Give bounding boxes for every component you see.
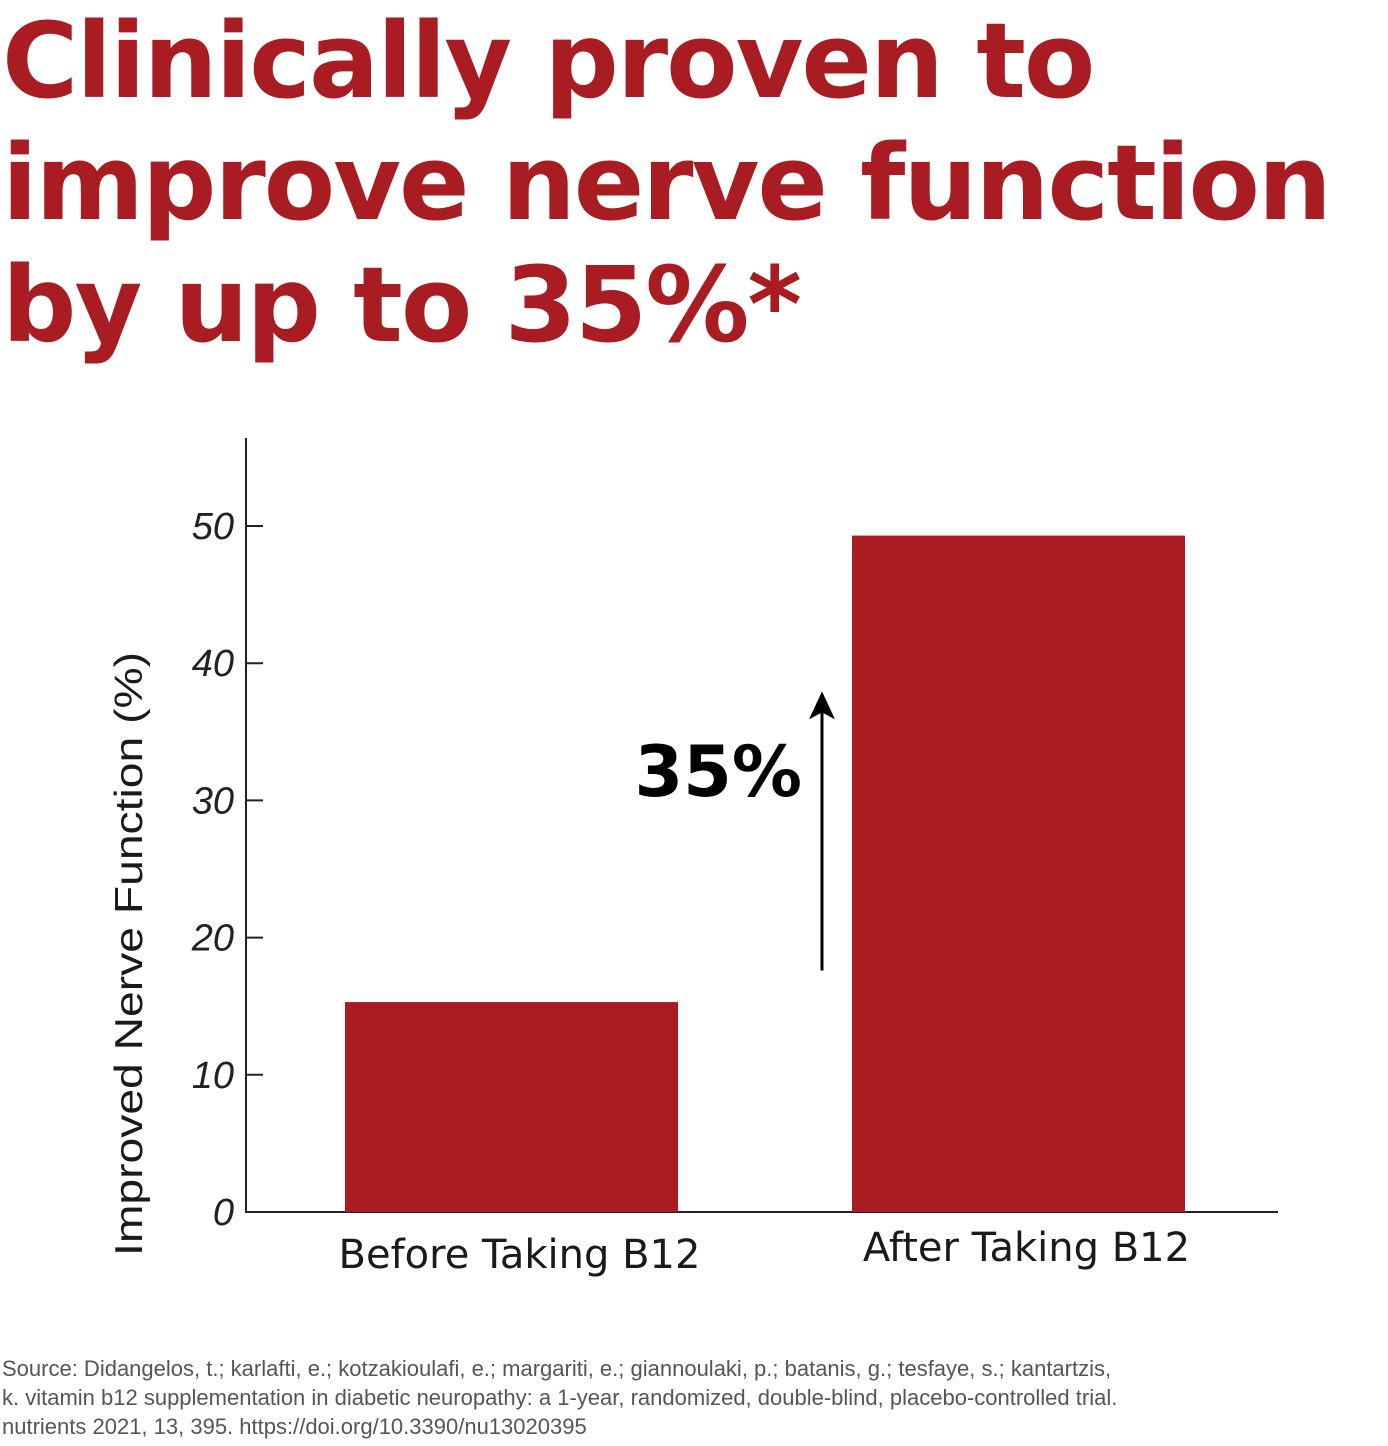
annotation-label: 35% xyxy=(634,731,802,813)
y-tick-label: 0 xyxy=(213,1192,234,1234)
x-tick-label: After Taking B12 xyxy=(863,1225,1190,1271)
y-tick-label: 30 xyxy=(192,780,234,822)
headline-line: improve nerve function xyxy=(2,122,1332,244)
y-axis-label-group: Improved Nerve Function (%) xyxy=(108,652,151,1256)
y-tick-label: 40 xyxy=(192,643,234,685)
source-line: nutrients 2021, 13, 395. https://doi.org… xyxy=(2,1414,587,1439)
source-citation: Source: Didangelos, t.; karlafti, e.; ko… xyxy=(2,1354,1386,1441)
bar-chart: Improved Nerve Function (%) 0 10 20 30 40 50 B… xyxy=(108,438,1278,1278)
bar xyxy=(852,535,1185,1212)
headline-line: Clinically proven to xyxy=(2,0,1095,122)
headline: Clinically proven to improve nerve funct… xyxy=(2,0,1382,366)
annotation-arrow-head xyxy=(809,691,835,720)
bar xyxy=(345,1002,678,1212)
source-line: k. vitamin b12 supplementation in diabet… xyxy=(2,1385,1118,1410)
headline-line: by up to 35%* xyxy=(2,244,802,366)
y-tick-label: 50 xyxy=(192,506,234,548)
plot-area: 0 10 20 30 40 50 Before Taking B12 After Taking… xyxy=(191,438,1278,1278)
x-tick-label: Before Taking B12 xyxy=(339,1232,701,1278)
source-line: Source: Didangelos, t.; karlafti, e.; ko… xyxy=(2,1356,1112,1381)
y-tick-label: 10 xyxy=(192,1055,234,1097)
y-tick-label: 20 xyxy=(191,918,234,960)
y-axis-label: Improved Nerve Function (%) xyxy=(108,652,151,1256)
